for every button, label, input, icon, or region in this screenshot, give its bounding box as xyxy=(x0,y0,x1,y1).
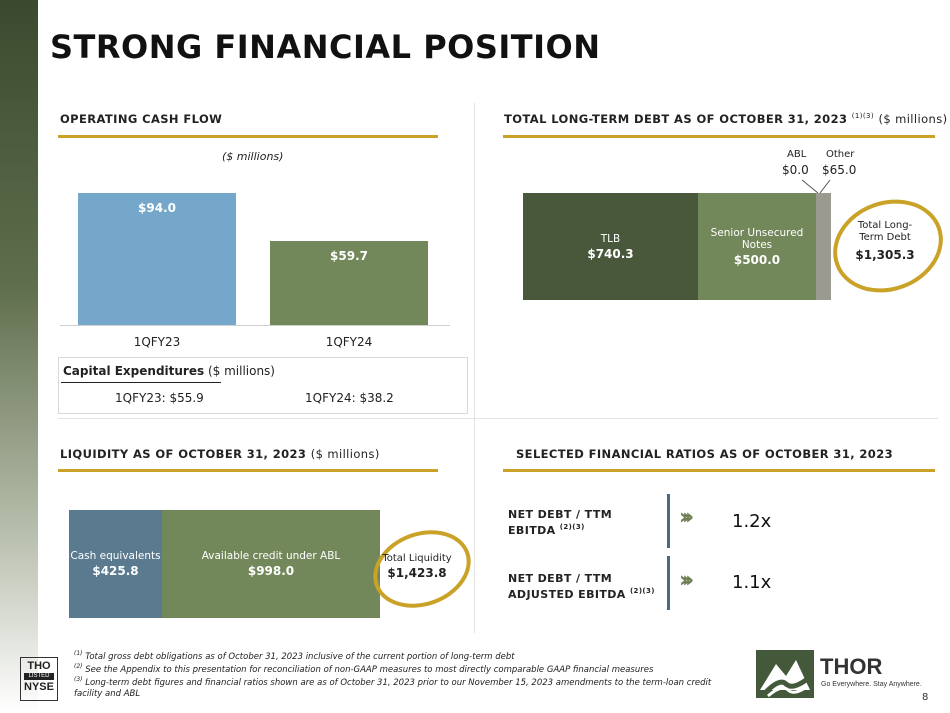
footnote-3-text: Long-term debt figures and financial rat… xyxy=(74,677,712,699)
footnote-2-text: See the Appendix to this presentation fo… xyxy=(85,664,654,675)
capex-underline xyxy=(61,382,221,383)
ocf-baseline xyxy=(60,325,450,326)
liquidity-total-value: $1,423.8 xyxy=(387,566,447,580)
debt-heading-text: TOTAL LONG-TERM DEBT AS OF OCTOBER 31, 2… xyxy=(504,112,848,126)
ratio-1-sup: (2)(3) xyxy=(559,523,585,531)
debt-total-label: Total Long-Term Debt xyxy=(857,220,913,243)
ocf-bar-1QFY24 xyxy=(270,241,428,325)
ratio-2-label: NET DEBT / TTM ADJUSTED EBITDA (2)(3) xyxy=(508,573,655,601)
footnote-1: (1) Total gross debt obligations as of O… xyxy=(74,648,734,663)
thor-logo-icon xyxy=(756,650,814,698)
debt-total-ring xyxy=(819,184,950,308)
debt-segment-3 xyxy=(816,193,831,300)
capex-fy23: 1QFY23: $55.9 xyxy=(115,391,204,405)
page-title: STRONG FINANCIAL POSITION xyxy=(50,28,601,66)
debt-heading: TOTAL LONG-TERM DEBT AS OF OCTOBER 31, 2… xyxy=(504,112,947,126)
abl-name: ABL xyxy=(787,149,807,160)
footnote-1-text: Total gross debt obligations as of Octob… xyxy=(85,651,515,662)
capex-units: ($ millions) xyxy=(207,364,275,378)
other-value: $65.0 xyxy=(822,163,857,177)
ratio-2-line1: NET DEBT / TTM xyxy=(508,572,613,585)
sidebar-gradient xyxy=(0,0,38,713)
capex-box: Capital Expenditures ($ millions) 1QFY23… xyxy=(58,357,468,414)
footnote-2: (2) See the Appendix to this presentatio… xyxy=(74,661,734,676)
footnote-3-sup: (3) xyxy=(74,676,83,683)
horizontal-divider xyxy=(58,418,938,419)
ocf-tick-1QFY23: 1QFY23 xyxy=(133,335,181,349)
debt-callout-lines xyxy=(801,179,831,194)
footnote-2-sup: (2) xyxy=(74,663,83,670)
capex-label: Capital Expenditures xyxy=(63,364,205,378)
ratio-1-line1: NET DEBT / TTM xyxy=(508,508,613,521)
debt-segment-0-value: $740.3 xyxy=(587,246,634,261)
debt-segment-1-name: Senior Unsecured Notes xyxy=(710,226,804,251)
thor-logo-name: THOR xyxy=(820,654,883,679)
debt-segment-1-value: $500.0 xyxy=(733,252,781,267)
liquidity-segment-0-value: $425.8 xyxy=(92,564,139,578)
nyse-line1: THO xyxy=(27,660,51,672)
ocf-rule xyxy=(58,135,438,138)
nyse-line2: LISTED xyxy=(24,673,54,680)
ratio-1-line2: EBITDA xyxy=(508,523,556,537)
liquidity-heading: LIQUIDITY AS OF OCTOBER 31, 2023 ($ mill… xyxy=(60,447,380,461)
ratio-1-value: 1.2x xyxy=(732,511,772,532)
ocf-heading: OPERATING CASH FLOW xyxy=(60,112,223,126)
nyse-badge: THO LISTED NYSE xyxy=(20,657,58,701)
ocf-units: ($ millions) xyxy=(222,150,284,163)
ratio-2-chevrons-icon: ››› xyxy=(679,568,694,593)
liquidity-segment-1: Available credit under ABL $998.0 xyxy=(162,510,380,618)
ratios-heading: SELECTED FINANCIAL RATIOS AS OF OCTOBER … xyxy=(516,447,894,461)
debt-units: ($ millions) xyxy=(878,112,948,126)
debt-segment-0: TLB $740.3 xyxy=(523,193,698,300)
ratio-1-label: NET DEBT / TTM EBITDA (2)(3) xyxy=(508,509,612,537)
abl-value: $0.0 xyxy=(782,163,809,177)
footnote-3: (3) Long-term debt figures and financial… xyxy=(74,674,724,700)
ratio-1-divider xyxy=(667,494,670,548)
footnote-1-sup: (1) xyxy=(74,650,83,657)
debt-rule xyxy=(503,135,935,138)
ocf-tick-1QFY24: 1QFY24 xyxy=(325,335,373,349)
page-number: 8 xyxy=(922,692,929,703)
debt-heading-sup: (1)(3) xyxy=(851,112,875,121)
other-name: Other xyxy=(826,149,855,160)
ocf-bar-label-1QFY23: $94.0 xyxy=(138,201,176,216)
ratio-1-chevrons-icon: ››› xyxy=(679,505,694,530)
liquidity-segment-0-name: Cash equivalents xyxy=(70,550,161,562)
ratios-rule xyxy=(503,469,935,472)
ratio-2-divider xyxy=(667,556,670,610)
debt-segment-0-name: TLB xyxy=(600,232,621,245)
ratio-2-value: 1.1x xyxy=(732,572,772,593)
vertical-divider xyxy=(474,103,475,633)
ocf-bar-1QFY23 xyxy=(78,193,236,325)
ocf-bar-label-1QFY24: $59.7 xyxy=(330,249,368,264)
ratio-2-line2: ADJUSTED EBITDA xyxy=(508,587,626,601)
debt-segment-1: Senior Unsecured Notes $500.0 xyxy=(698,193,816,300)
capex-fy24: 1QFY24: $38.2 xyxy=(305,391,394,405)
ratio-2-sup: (2)(3) xyxy=(629,587,655,595)
liquidity-segment-1-name: Available credit under ABL xyxy=(201,550,341,562)
liquidity-total-label: Total Liquidity xyxy=(382,553,452,564)
liquidity-bar: Cash equivalents $425.8 Available credit u… xyxy=(69,510,380,618)
liquidity-rule xyxy=(58,469,438,472)
debt-bar: TLB $740.3 Senior Unsecured Notes $500.0 xyxy=(523,193,832,300)
nyse-line3: NYSE xyxy=(24,681,54,693)
debt-total-value: $1,305.3 xyxy=(855,248,915,262)
liquidity-units: ($ millions) xyxy=(310,447,380,461)
liquidity-segment-1-value: $998.0 xyxy=(247,564,295,578)
ocf-chart: $94.0 1QFY23 $59.7 1QFY24 xyxy=(60,160,450,360)
thor-logo-tagline: Go Everywhere. Stay Anywhere. xyxy=(821,681,922,688)
liquidity-segment-0: Cash equivalents $425.8 xyxy=(69,510,162,618)
liquidity-heading-text: LIQUIDITY AS OF OCTOBER 31, 2023 xyxy=(60,447,307,461)
